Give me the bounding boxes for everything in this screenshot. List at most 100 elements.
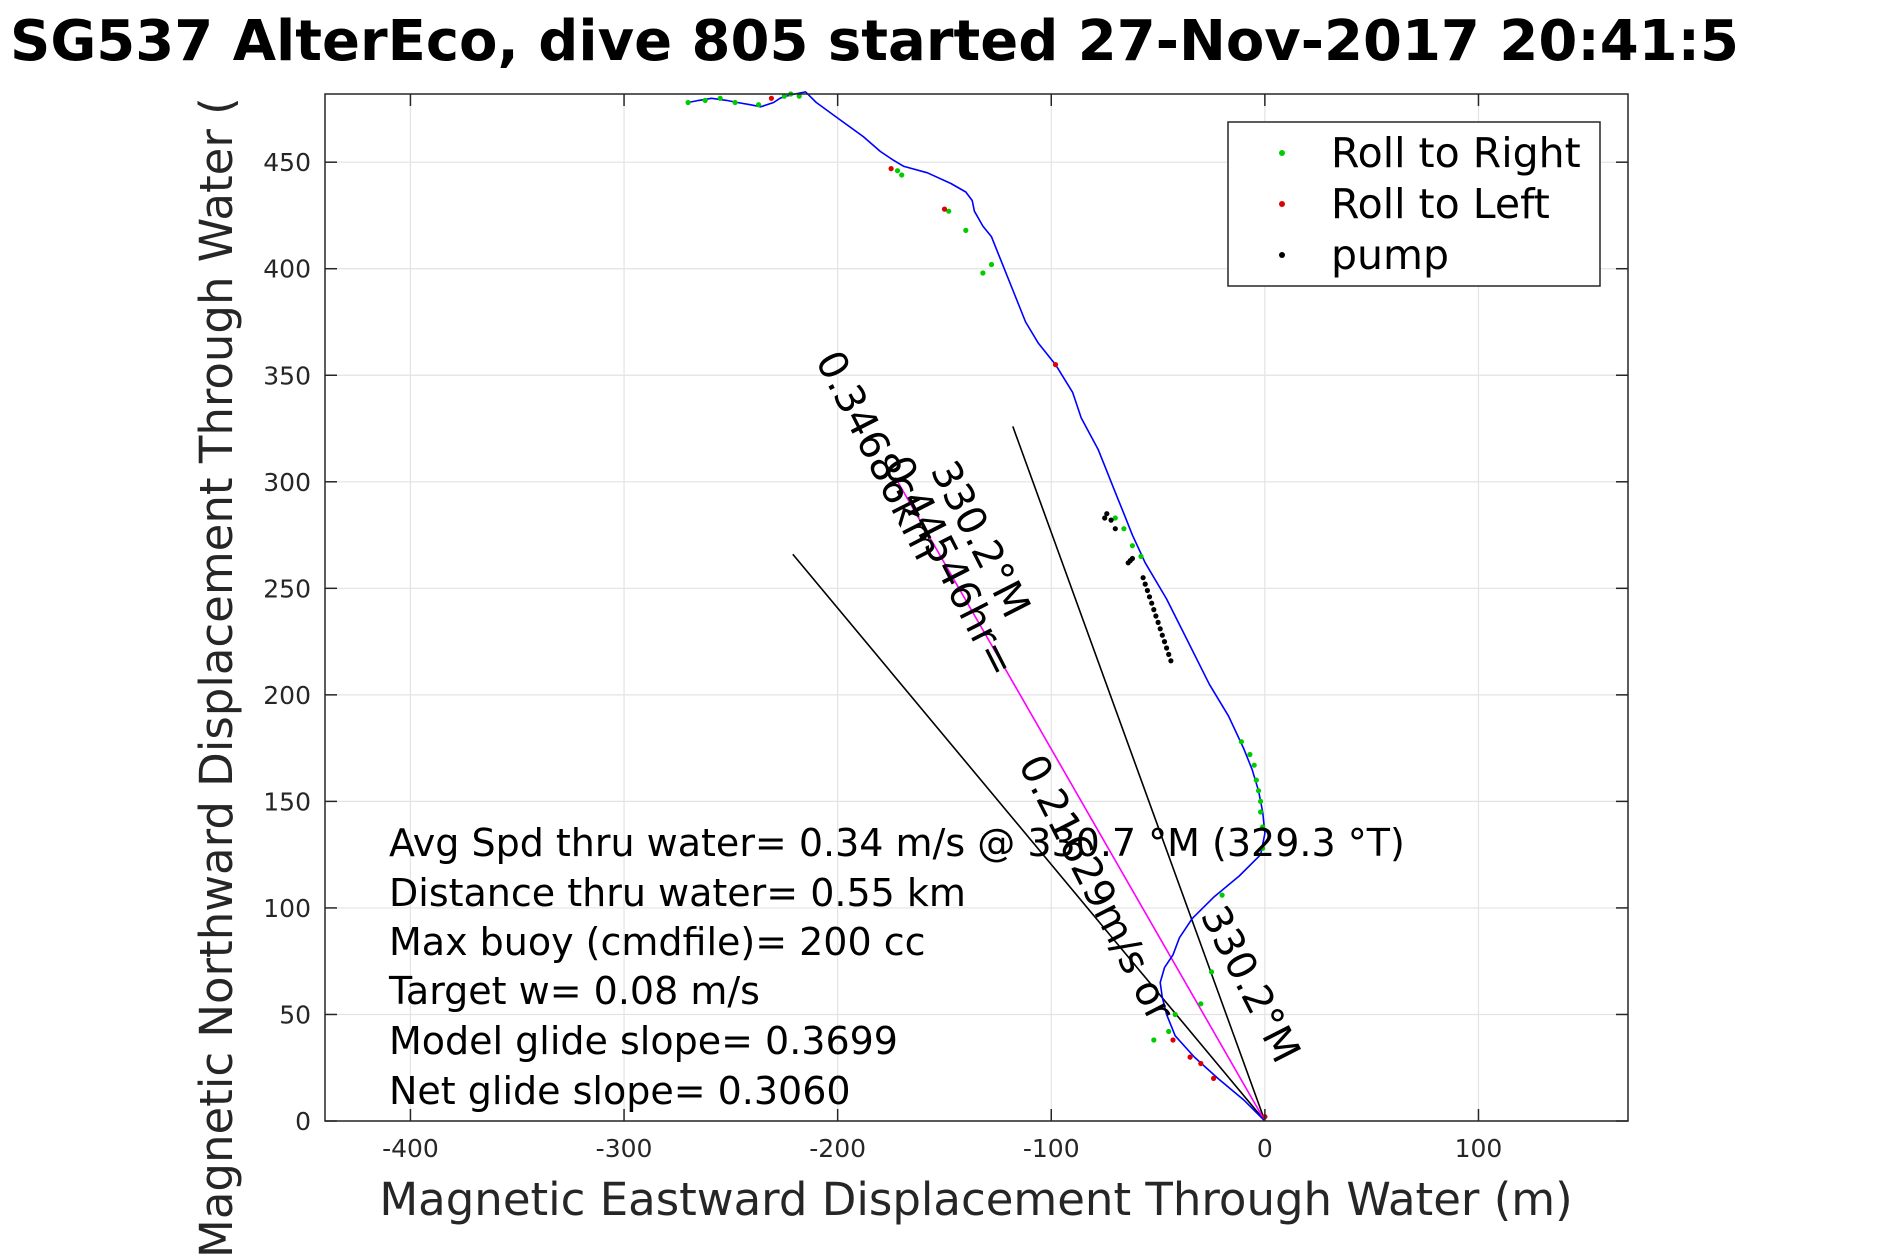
annotation-model-glide-slope: Model glide slope= 0.3699 (389, 1019, 898, 1063)
roll-right-point (1251, 762, 1257, 768)
legend-label-roll-left: Roll to Left (1331, 180, 1550, 228)
pump-point (1161, 639, 1168, 645)
roll-right-point (1198, 1001, 1204, 1007)
pump-point (1102, 515, 1108, 521)
annotation-max-buoy: Max buoy (cmdfile)= 200 cc (389, 920, 926, 964)
axis-ticks: -400 -300 -200 -100 0 100 0 50 100 150 200 250 300 35… (263, 94, 1628, 1163)
bearing-line (1012, 426, 1266, 1122)
x-tick-label: -200 (809, 1134, 866, 1163)
roll-right-point (1151, 1037, 1157, 1043)
roll-right-point (1260, 824, 1266, 830)
roll-right-point (1255, 788, 1262, 794)
roll-right-point (1129, 543, 1135, 549)
annotation-avg-speed: Avg Spd thru water= 0.34 m/s @ 330.7 °M … (389, 821, 1405, 865)
roll-right-point (756, 102, 762, 108)
roll-right-point (1112, 515, 1118, 521)
y-tick-label: 400 (263, 255, 311, 284)
pump-point (1142, 581, 1148, 587)
roll-left-point (1198, 1060, 1204, 1067)
x-tick-label: -400 (382, 1134, 439, 1163)
roll-right-point (1219, 892, 1225, 898)
plot-frame (324, 93, 1629, 1122)
annotation-distance: Distance thru water= 0.55 km (389, 871, 966, 915)
y-tick-label: 250 (263, 574, 311, 603)
roll-right-point (1253, 777, 1259, 783)
pump-point (1149, 600, 1155, 606)
y-tick-label: 50 (279, 1000, 311, 1029)
roll-right-point (685, 99, 691, 106)
pump-point (1108, 517, 1114, 523)
roll-right-point (796, 93, 802, 99)
pump-point (1157, 626, 1163, 632)
pump-point (1104, 511, 1110, 517)
roll-right-point (1208, 969, 1215, 975)
pump-point (1146, 594, 1153, 600)
roll-right-point (702, 97, 708, 103)
roll-right-point (1166, 1028, 1172, 1035)
x-tick-label: -300 (596, 1134, 653, 1163)
roll-right-point (732, 99, 738, 106)
roll-right-point (963, 227, 969, 233)
y-tick-label: 150 (263, 787, 311, 816)
y-tick-label: 350 (263, 361, 311, 390)
roll-left-point (1170, 1037, 1176, 1043)
pump-point (1168, 658, 1174, 664)
pump-point (1125, 560, 1131, 566)
legend-marker-roll-right (1279, 150, 1285, 156)
x-tick-label: 100 (1455, 1134, 1503, 1163)
legend-label-pump: pump (1331, 231, 1449, 279)
roll-left-point (1187, 1054, 1193, 1060)
y-tick-label: 200 (263, 681, 311, 710)
roll-right-point (781, 93, 787, 99)
roll-right-point (1172, 1011, 1178, 1018)
roll-right-point (1260, 845, 1266, 851)
pump-point (1155, 619, 1161, 626)
roll-right-point (1258, 798, 1264, 805)
roll-right-point (1247, 751, 1253, 758)
mean-heading-line (894, 477, 1266, 1122)
x-tick-label: 0 (1257, 1134, 1273, 1163)
roll-right-point (1258, 809, 1264, 815)
annotation-target-w: Target w= 0.08 m/s (388, 969, 760, 1013)
y-tick-label: 100 (263, 894, 311, 923)
pump-point (1144, 587, 1150, 594)
pump-point (1140, 575, 1146, 581)
pump-point (1159, 632, 1165, 638)
roll-left-point (768, 95, 775, 101)
roll-left-point (1052, 362, 1059, 368)
y-axis-label: Magnetic Northward Displacement Through … (190, 97, 243, 1258)
pump-point (1151, 607, 1157, 613)
y-tick-label: 0 (295, 1107, 311, 1136)
legend: Roll to Right Roll to Left pump (1227, 121, 1601, 287)
roll-left-point (888, 166, 894, 172)
roll-left-point (1211, 1075, 1217, 1081)
plot-series (685, 91, 1268, 1122)
chart-title: SG537 AlterEco, dive 805 started 27-Nov-… (10, 9, 1739, 74)
pump-point (1112, 526, 1118, 532)
x-axis-label: Magnetic Eastward Displacement Through W… (379, 1173, 1572, 1226)
legend-marker-pump (1279, 252, 1285, 258)
roll-right-point (717, 95, 723, 101)
legend-marker-roll-left (1279, 201, 1285, 207)
annotation-net-glide-slope: Net glide slope= 0.3060 (389, 1069, 851, 1113)
pump-point (1153, 613, 1159, 619)
x-tick-label: -100 (1023, 1134, 1080, 1163)
roll-right-point (1138, 553, 1144, 560)
roll-left-point (941, 206, 948, 212)
roll-right-point (1121, 526, 1127, 532)
legend-label-roll-right: Roll to Right (1331, 129, 1581, 177)
roll-right-point (1238, 739, 1244, 745)
roll-right-point (899, 172, 905, 178)
bearing-line (792, 553, 1266, 1122)
roll-right-point (894, 168, 901, 174)
stats-annotations: Avg Spd thru water= 0.34 m/s @ 330.7 °M … (388, 821, 1405, 1113)
roll-right-point (946, 208, 952, 214)
y-tick-label: 450 (263, 148, 311, 177)
y-tick-label: 300 (263, 468, 311, 497)
pump-point (1166, 651, 1172, 658)
legend-box (1227, 121, 1601, 287)
pump-point (1164, 645, 1170, 651)
roll-right-point (980, 270, 986, 276)
roll-right-point (988, 261, 995, 268)
